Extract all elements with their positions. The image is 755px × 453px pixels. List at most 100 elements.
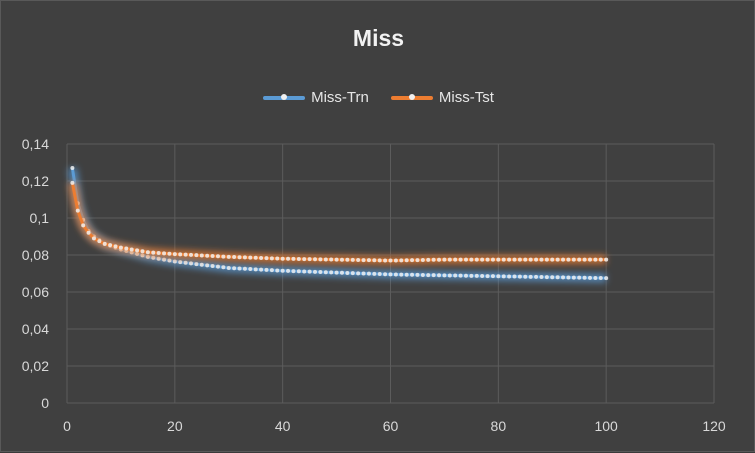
- data-point: [269, 268, 274, 273]
- x-tick-label: 0: [63, 418, 71, 434]
- data-point: [469, 273, 474, 278]
- data-point: [221, 265, 226, 270]
- data-point: [582, 257, 587, 262]
- data-point: [350, 257, 355, 262]
- data-point: [237, 266, 242, 271]
- data-point: [388, 258, 393, 263]
- data-point: [151, 250, 156, 255]
- data-point: [113, 244, 118, 249]
- data-point: [124, 246, 129, 251]
- data-point: [534, 274, 539, 279]
- data-point: [356, 271, 361, 276]
- data-point: [70, 180, 75, 185]
- data-point: [275, 268, 280, 273]
- data-point: [167, 258, 172, 263]
- data-point: [550, 257, 555, 262]
- data-point: [361, 258, 366, 263]
- data-point: [571, 257, 576, 262]
- data-point: [383, 258, 388, 263]
- data-point: [189, 252, 194, 257]
- data-point: [372, 271, 377, 276]
- data-point: [286, 268, 291, 273]
- data-point: [291, 269, 296, 274]
- data-point: [463, 273, 468, 278]
- data-point: [377, 258, 382, 263]
- data-point: [232, 255, 237, 260]
- series-glow: [67, 181, 607, 266]
- data-point: [156, 256, 161, 261]
- data-point: [447, 257, 452, 262]
- y-tick-label: 0,12: [22, 173, 49, 189]
- data-point: [598, 257, 603, 262]
- data-point: [259, 267, 264, 272]
- data-point: [339, 257, 344, 262]
- data-point: [550, 275, 555, 280]
- data-point: [501, 274, 506, 279]
- data-point: [81, 223, 86, 228]
- data-point: [587, 257, 592, 262]
- data-point: [248, 267, 253, 272]
- data-point: [97, 239, 102, 244]
- data-point: [496, 274, 501, 279]
- data-point: [339, 270, 344, 275]
- data-point: [253, 255, 258, 260]
- data-point: [75, 208, 80, 213]
- data-point: [555, 257, 560, 262]
- data-point: [463, 257, 468, 262]
- data-point: [140, 249, 145, 254]
- data-point: [259, 255, 264, 260]
- y-tick-label: 0,08: [22, 247, 49, 263]
- data-point: [264, 267, 269, 272]
- data-point: [485, 257, 490, 262]
- data-point: [248, 255, 253, 260]
- data-point: [399, 258, 404, 263]
- data-point: [280, 268, 285, 273]
- data-point: [453, 257, 458, 262]
- data-point: [431, 257, 436, 262]
- data-point: [205, 253, 210, 258]
- x-tick-label: 100: [594, 418, 618, 434]
- y-tick-label: 0,02: [22, 358, 49, 374]
- data-point: [291, 256, 296, 261]
- data-point: [302, 269, 307, 274]
- data-point: [512, 274, 517, 279]
- data-point: [587, 275, 592, 280]
- data-point: [437, 257, 442, 262]
- data-point: [534, 257, 539, 262]
- data-point: [102, 241, 107, 246]
- data-point: [523, 274, 528, 279]
- data-point: [242, 266, 247, 271]
- data-point: [426, 257, 431, 262]
- data-point: [426, 273, 431, 278]
- data-point: [226, 254, 231, 259]
- data-point: [517, 257, 522, 262]
- data-point: [145, 250, 150, 255]
- data-point: [447, 273, 452, 278]
- data-point: [329, 270, 334, 275]
- data-point: [189, 261, 194, 266]
- data-point: [350, 271, 355, 276]
- data-point: [442, 257, 447, 262]
- data-point: [199, 253, 204, 258]
- legend-swatch-tst: [390, 93, 433, 100]
- data-point: [178, 252, 183, 257]
- x-tick-label: 80: [491, 418, 507, 434]
- data-point: [210, 254, 215, 259]
- data-point: [178, 260, 183, 265]
- data-point: [372, 258, 377, 263]
- data-point: [404, 272, 409, 277]
- data-point: [501, 257, 506, 262]
- data-point: [86, 230, 91, 235]
- data-point: [356, 257, 361, 262]
- data-point: [226, 265, 231, 270]
- y-tick-label: 0,1: [30, 210, 50, 226]
- y-tick-label: 0: [41, 395, 49, 411]
- data-point: [388, 272, 393, 277]
- x-tick-label: 60: [383, 418, 399, 434]
- legend-item-trn: Miss-Trn: [263, 89, 369, 106]
- data-point: [242, 255, 247, 260]
- data-point: [566, 275, 571, 280]
- data-point: [172, 252, 177, 257]
